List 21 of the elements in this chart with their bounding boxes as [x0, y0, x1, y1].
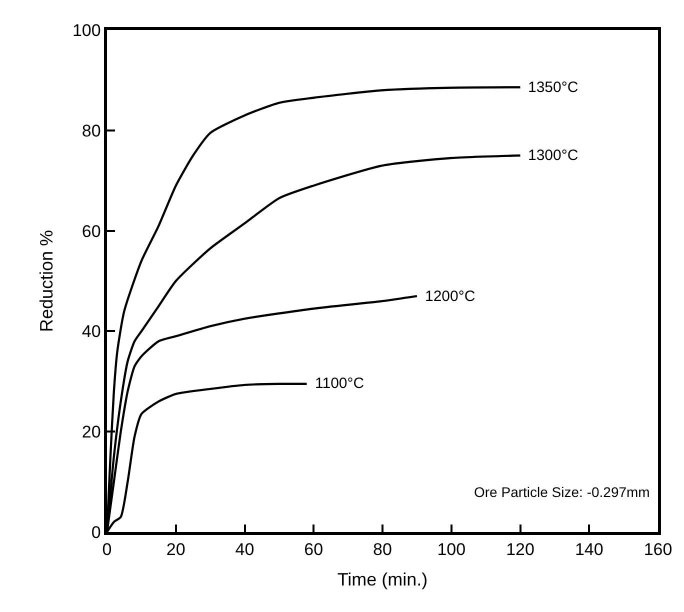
- y-tick-label: 0: [91, 522, 101, 542]
- x-tick-label: 20: [166, 540, 186, 560]
- y-tick-label: 40: [82, 322, 101, 342]
- y-tick-label: 60: [82, 222, 101, 241]
- annotation: Ore Particle Size: -0.297mm: [474, 484, 650, 500]
- x-tick-label: 160: [644, 540, 672, 560]
- x-axis-title: Time (min.): [337, 569, 428, 590]
- x-tick-label: 140: [574, 540, 604, 560]
- x-tick-label: 100: [437, 540, 466, 560]
- x-tick-label: 40: [235, 540, 254, 560]
- y-tick-label: 100: [72, 20, 101, 40]
- y-axis-title: Reduction %: [36, 230, 57, 332]
- x-tick-label: 80: [373, 540, 392, 560]
- series-label: 1350°C: [528, 79, 578, 96]
- series-label: 1100°C: [315, 375, 364, 392]
- y-tick-label: 20: [82, 422, 101, 442]
- y-tick-label: 80: [82, 121, 101, 140]
- series-label: 1200°C: [425, 288, 476, 305]
- x-tick-label: 60: [304, 540, 324, 560]
- series-label: 1300°C: [528, 147, 578, 164]
- x-tick-label: 120: [506, 540, 534, 560]
